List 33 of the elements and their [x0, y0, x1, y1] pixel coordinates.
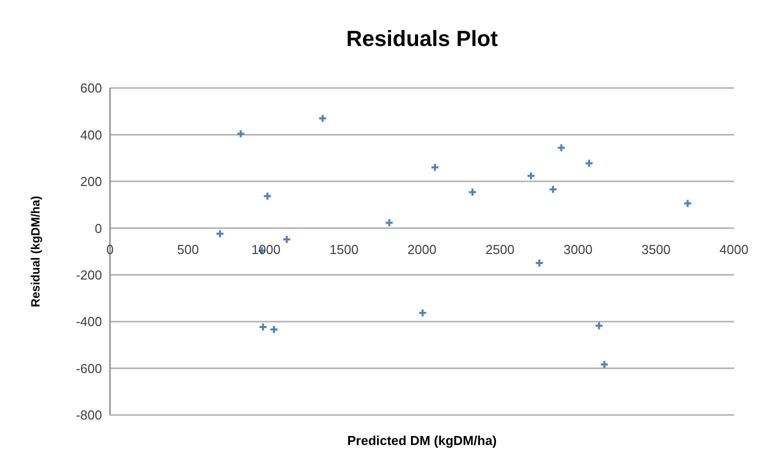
point — [384, 218, 394, 228]
point — [584, 158, 594, 168]
x-axis-title: Predicted DM (kgDM/ha) — [347, 433, 497, 448]
point — [526, 171, 536, 180]
point — [594, 321, 604, 330]
x-tick-label: 500 — [177, 242, 199, 258]
x-tick-label: 2500 — [486, 242, 514, 258]
y-tick-label: 0 — [94, 220, 102, 236]
point — [418, 308, 428, 318]
x-tick-label: 3500 — [642, 242, 670, 258]
point — [556, 143, 566, 152]
y-axis-title: Residual (kgDM/ha) — [28, 196, 42, 308]
point — [430, 162, 440, 172]
y-tick-label: 400 — [80, 127, 102, 142]
y-tick-label: 200 — [80, 174, 102, 190]
x-tick-label: 2000 — [408, 242, 436, 258]
point — [468, 188, 478, 197]
y-tick-label: 600 — [80, 80, 102, 96]
y-tick-label: -800 — [76, 408, 102, 423]
point — [262, 192, 272, 201]
point — [282, 234, 292, 244]
point — [548, 184, 558, 194]
point — [215, 229, 224, 238]
y-tick-label: -600 — [76, 360, 102, 376]
y-tick-label: -200 — [76, 267, 102, 282]
y-tick-label: -400 — [76, 314, 102, 330]
x-tick-label: 4000 — [720, 242, 748, 258]
x-tick-label: 3000 — [564, 242, 592, 258]
x-tick-label: 1500 — [330, 242, 358, 258]
chart-title: Residuals Plot — [345, 26, 499, 52]
point — [318, 114, 328, 123]
point — [236, 129, 246, 138]
point — [683, 198, 692, 208]
